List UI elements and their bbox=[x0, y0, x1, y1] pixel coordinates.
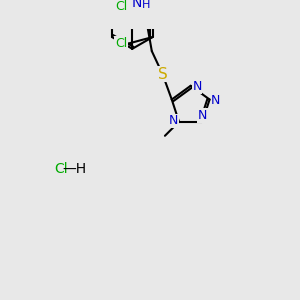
Text: N: N bbox=[131, 0, 142, 10]
Text: N: N bbox=[169, 114, 178, 127]
Text: N: N bbox=[198, 109, 207, 122]
Text: Cl: Cl bbox=[55, 162, 68, 176]
Text: —H: —H bbox=[62, 162, 86, 176]
Text: H: H bbox=[142, 0, 150, 10]
Text: Cl: Cl bbox=[115, 37, 127, 50]
Text: Cl: Cl bbox=[115, 1, 127, 13]
Text: N: N bbox=[192, 80, 202, 93]
Text: S: S bbox=[158, 67, 167, 82]
Text: N: N bbox=[211, 94, 220, 107]
